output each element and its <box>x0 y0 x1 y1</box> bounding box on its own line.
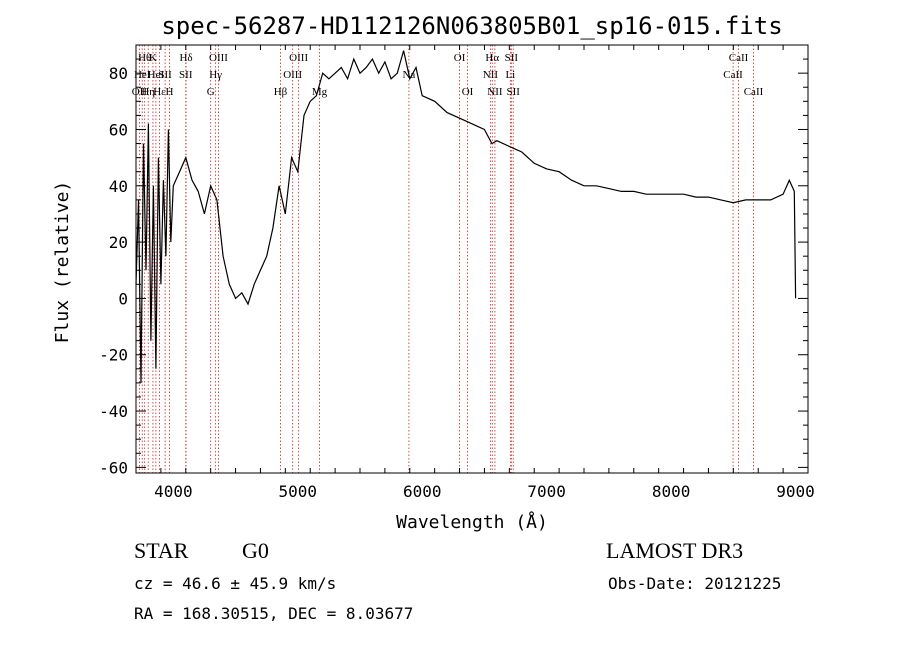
flux-series-line <box>135 50 797 383</box>
spectral-line-label: Mg <box>312 86 328 98</box>
spectral-line-label: Hη <box>141 86 155 98</box>
spectral-line-label: OIII <box>283 69 302 81</box>
spectral-line-label: SII <box>158 69 172 81</box>
spectral-line-label: Hα <box>485 52 499 64</box>
spectral-line-label: SII <box>506 86 520 98</box>
x-axis-ticks: 4000 5000 6000 7000 8000 9000 <box>135 45 815 501</box>
spectral-line-label: Hθ <box>138 52 151 64</box>
y-tick-label: 0 <box>118 289 128 308</box>
spectral-line-label: CaII <box>729 52 749 64</box>
spectral-line-markers <box>138 45 754 473</box>
x-tick-label: 7000 <box>527 482 566 501</box>
spectral-line-label: K <box>149 52 157 64</box>
spectral-line-label: NII <box>483 69 499 81</box>
spectral-line-label: Hδ <box>179 52 192 64</box>
spectral-line-label: SII <box>505 52 519 64</box>
spectral-line-label: HeI <box>148 69 165 81</box>
object-class: STAR <box>134 538 189 563</box>
y-tick-label: 80 <box>109 64 128 83</box>
spectral-line-label: Li <box>505 69 515 81</box>
velocity-readout: cz = 46.6 ± 45.9 km/s <box>134 574 337 593</box>
spectral-line-label: NII <box>487 86 503 98</box>
y-tick-label: -40 <box>99 402 128 421</box>
spectral-line-labels: OIIHeIHθHηKHeIHεSIIHHδSIIGHγOIIIHβOIIIOI… <box>132 52 764 98</box>
spectral-line-label: Hε <box>153 86 166 98</box>
x-tick-label: 5000 <box>279 482 318 501</box>
survey-name: LAMOST DR3 <box>606 538 744 563</box>
object-subclass: G0 <box>242 538 269 563</box>
spectral-line-label: CaII <box>723 69 743 81</box>
x-tick-label: 9000 <box>776 482 815 501</box>
y-tick-label: -20 <box>99 346 128 365</box>
spectral-line-label: Hγ <box>209 69 222 81</box>
chart-title: spec-56287-HD112126N063805B01_sp16-015.f… <box>161 12 782 40</box>
spectral-line-label: OI <box>462 86 474 98</box>
y-tick-label: -60 <box>99 458 128 477</box>
spectral-line-label: H <box>165 86 173 98</box>
y-axis-label: Flux (relative) <box>52 181 73 344</box>
x-tick-label: 4000 <box>154 482 193 501</box>
x-axis-label: Wavelength (Å) <box>396 511 548 533</box>
spectral-line-label: OIII <box>289 52 308 64</box>
x-tick-label: 8000 <box>652 482 691 501</box>
spectral-line-label: HeI <box>134 69 151 81</box>
spectral-line-label: OIII <box>209 52 228 64</box>
coordinates-readout: RA = 168.30515, DEC = 8.03677 <box>134 604 414 623</box>
y-tick-label: 40 <box>109 177 128 196</box>
x-tick-label: 6000 <box>403 482 442 501</box>
spectral-line-label: G <box>207 86 215 98</box>
spectral-line-label: Hβ <box>274 86 288 98</box>
observation-date: Obs-Date: 20121225 <box>608 574 782 593</box>
y-tick-label: 60 <box>109 120 128 139</box>
spectral-line-label: OI <box>454 52 466 64</box>
spectral-line-label: CaII <box>744 86 764 98</box>
y-axis-ticks: -60 -40 -20 0 20 40 60 80 <box>99 58 808 477</box>
spectral-line-label: SII <box>179 69 193 81</box>
plot-frame <box>135 44 809 474</box>
y-tick-label: 20 <box>109 233 128 252</box>
